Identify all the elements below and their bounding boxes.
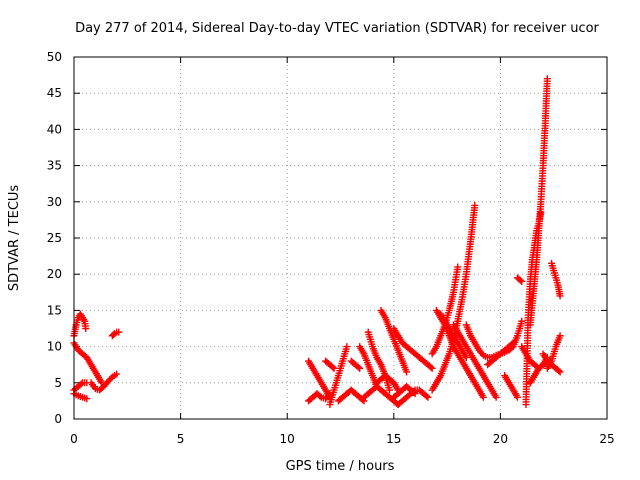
y-tick-label: 40: [47, 122, 62, 136]
plus-marker-trail: [377, 306, 411, 376]
plus-marker-trail: [360, 382, 402, 409]
y-tick-label: 0: [54, 412, 62, 426]
series-arc-ab: [501, 372, 521, 401]
y-tick-label: 10: [47, 340, 62, 354]
x-tick-label: 10: [280, 432, 295, 446]
plus-marker-trail: [326, 343, 351, 409]
y-tick-label: 5: [54, 376, 62, 390]
series-arc-r: [390, 325, 436, 372]
y-tick-label: 50: [47, 50, 62, 64]
plus-marker-trail: [70, 379, 91, 394]
series-arc-d: [70, 379, 91, 394]
plus-marker-trail: [437, 310, 470, 361]
series-arc-aj: [548, 259, 564, 300]
series-arc-p: [377, 306, 411, 376]
plus-marker-trail: [449, 321, 500, 401]
plus-marker-trail: [70, 339, 106, 387]
x-tick-label: 25: [599, 432, 614, 446]
x-tick-label: 5: [177, 432, 185, 446]
series-arc-t: [394, 386, 432, 409]
plot-frame: [73, 56, 608, 420]
series-arc-ac: [513, 274, 526, 285]
series-arc-ag: [526, 75, 551, 329]
y-tick-label: 15: [47, 303, 62, 317]
series-arc-ai: [543, 332, 564, 372]
y-tick-label: 35: [47, 159, 62, 173]
plus-marker-trail: [322, 357, 338, 372]
plus-marker-trail: [373, 372, 402, 394]
plus-marker-trail: [394, 386, 432, 409]
y-tick-label: 30: [47, 195, 62, 209]
y-tick-label: 25: [47, 231, 62, 245]
plus-marker-trail: [305, 357, 334, 401]
y-tick-label: 20: [47, 267, 62, 281]
x-axis-label: GPS time / hours: [286, 459, 395, 474]
plus-marker-trail: [501, 372, 521, 401]
plus-marker-trail: [513, 274, 526, 285]
plus-marker-trail: [548, 259, 564, 300]
data-markers: [70, 75, 564, 409]
axis-ticks: 0 5 10 15 20 25 0 5 10 15 20 25 30 35 40 45 50: [47, 50, 615, 446]
plus-marker-trail: [108, 328, 123, 340]
plus-marker-trail: [334, 386, 368, 405]
series-arc-x: [437, 310, 470, 361]
series-arc-y: [449, 321, 500, 401]
chart-title: Day 277 of 2014, Sidereal Day-to-day VTE…: [75, 21, 599, 36]
x-tick-label: 20: [493, 432, 508, 446]
series-arc-i: [322, 357, 338, 372]
grid-lines: [74, 57, 607, 419]
y-axis-label: SDTVAR / TECUs: [7, 185, 22, 292]
plus-marker-trail: [347, 357, 364, 372]
plus-marker-trail: [87, 370, 121, 394]
x-tick-label: 0: [70, 432, 78, 446]
series-arc-f: [108, 328, 123, 340]
plus-marker-trail: [390, 325, 436, 372]
plus-marker-trail: [484, 317, 526, 369]
plus-marker-trail: [526, 75, 551, 329]
x-tick-label: 15: [386, 432, 401, 446]
series-arc-q: [373, 372, 402, 394]
y-tick-label: 45: [47, 86, 62, 100]
series-arc-h: [305, 357, 334, 401]
series-arc-aa: [484, 317, 526, 369]
plus-marker-trail: [543, 332, 564, 372]
series-arc-a: [70, 310, 90, 340]
series-arc-j: [326, 343, 351, 409]
plus-marker-trail: [70, 310, 90, 340]
series-arc-b: [70, 339, 106, 387]
series-arc-n: [360, 382, 402, 409]
series-arc-k: [334, 386, 368, 405]
series-arc-l: [347, 357, 364, 372]
series-arc-e: [87, 370, 121, 394]
